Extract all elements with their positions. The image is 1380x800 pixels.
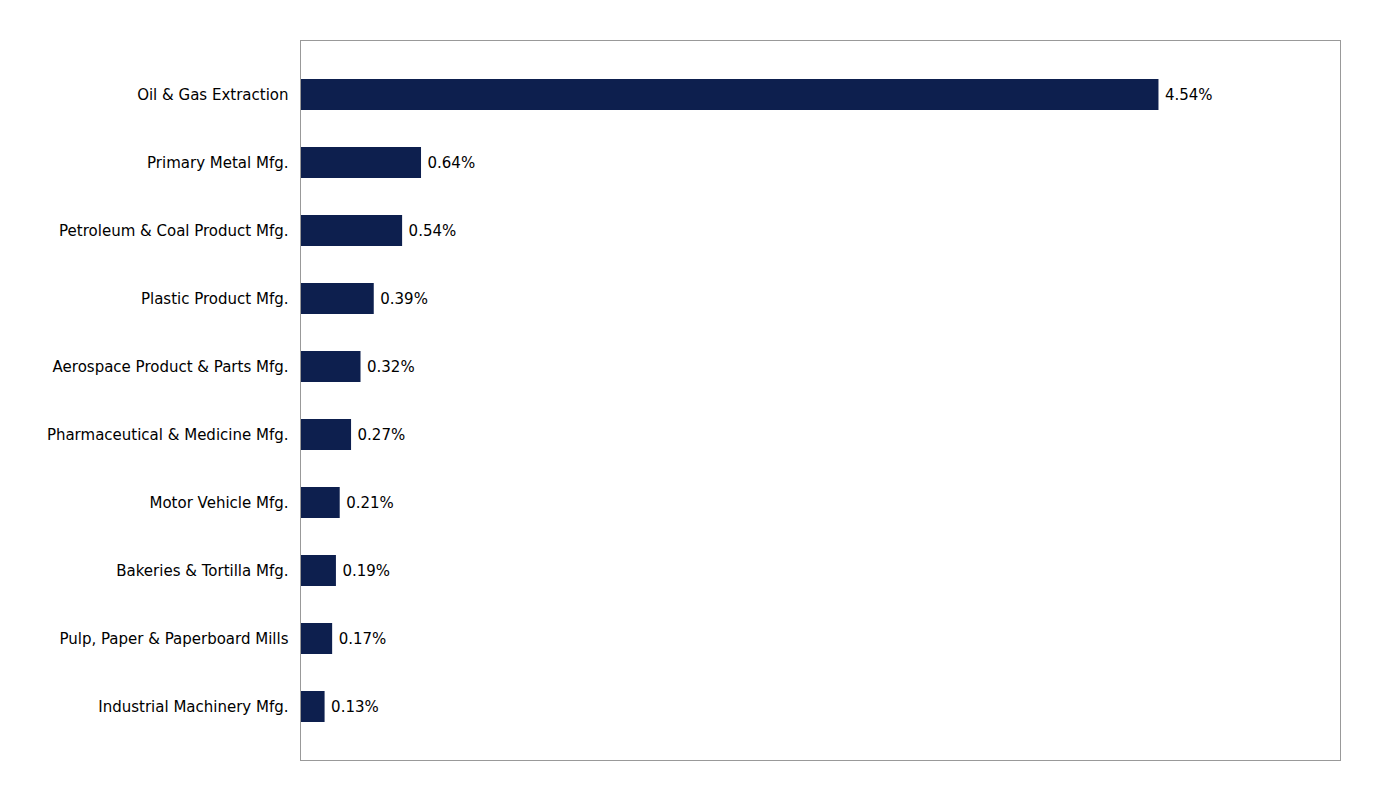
svg-text:Oil & Gas Extraction: Oil & Gas Extraction (137, 86, 288, 104)
svg-text:Plastic Product Mfg.: Plastic Product Mfg. (141, 290, 289, 308)
svg-text:Industrial Machinery Mfg.: Industrial Machinery Mfg. (98, 698, 288, 716)
svg-text:0.17%: 0.17% (339, 630, 387, 648)
svg-text:Primary Metal Mfg.: Primary Metal Mfg. (147, 154, 288, 172)
svg-text:Petroleum & Coal Product Mfg.: Petroleum & Coal Product Mfg. (59, 222, 288, 240)
svg-text:0.54%: 0.54% (409, 222, 457, 240)
svg-text:0.27%: 0.27% (358, 426, 406, 444)
svg-text:4.54%: 4.54% (1165, 86, 1213, 104)
svg-text:0.19%: 0.19% (342, 562, 390, 580)
svg-text:Motor Vehicle Mfg.: Motor Vehicle Mfg. (149, 494, 288, 512)
svg-text:0.13%: 0.13% (331, 698, 379, 716)
svg-text:Pharmaceutical & Medicine Mfg.: Pharmaceutical & Medicine Mfg. (47, 426, 289, 444)
svg-text:0.64%: 0.64% (428, 154, 476, 172)
svg-text:Aerospace Product & Parts Mfg.: Aerospace Product & Parts Mfg. (53, 358, 289, 376)
svg-text:0.32%: 0.32% (367, 358, 415, 376)
svg-text:0.21%: 0.21% (346, 494, 394, 512)
svg-text:Bakeries & Tortilla Mfg.: Bakeries & Tortilla Mfg. (116, 562, 288, 580)
svg-text:0.39%: 0.39% (380, 290, 428, 308)
svg-text:Pulp, Paper & Paperboard Mills: Pulp, Paper & Paperboard Mills (59, 630, 288, 648)
